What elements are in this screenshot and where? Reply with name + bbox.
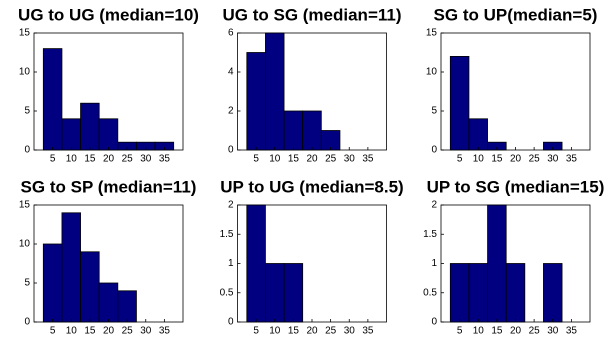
y-tick-label: 2 xyxy=(431,200,437,211)
x-tick-label: 25 xyxy=(122,154,134,165)
chart-title: UP to SG (median=15) xyxy=(427,177,605,196)
y-tick-label: 0 xyxy=(228,317,234,328)
x-tick-label: 20 xyxy=(103,154,115,165)
x-tick-label: 5 xyxy=(50,326,56,337)
y-tick-label: 15 xyxy=(19,28,31,39)
x-tick-label: 30 xyxy=(140,154,152,165)
bar xyxy=(265,263,285,323)
y-tick-label: 4 xyxy=(228,67,234,78)
y-tick-label: 6 xyxy=(228,28,234,39)
bar xyxy=(283,263,304,323)
bar xyxy=(80,102,100,151)
x-tick-label: 15 xyxy=(288,154,300,165)
y-tick-label: 15 xyxy=(19,200,31,211)
x-tick-label: 20 xyxy=(306,154,318,165)
x-tick-label: 20 xyxy=(103,326,115,337)
x-tick-label: 20 xyxy=(510,154,522,165)
bar xyxy=(117,290,137,323)
chart-title: UG to SG (median=11) xyxy=(222,5,401,24)
bar xyxy=(98,118,119,151)
y-tick-label: 2 xyxy=(228,200,234,211)
bar xyxy=(302,110,322,151)
y-tick-label: 2 xyxy=(228,106,234,117)
y-tick-label: 10 xyxy=(19,239,31,250)
y-tick-label: 5 xyxy=(24,278,30,289)
x-tick-label: 25 xyxy=(122,326,134,337)
y-tick-label: 5 xyxy=(24,106,30,117)
chart-title: UP to UG (median=8.5) xyxy=(220,177,403,196)
x-tick-label: 10 xyxy=(66,326,78,337)
y-tick-label: 10 xyxy=(19,67,31,78)
y-tick-label: 1 xyxy=(431,258,437,269)
x-tick-label: 15 xyxy=(491,326,503,337)
bar xyxy=(42,48,63,151)
chart-title: UG to UG (median=10) xyxy=(18,5,199,24)
y-tick-label: 0.5 xyxy=(423,287,437,298)
bar xyxy=(543,263,563,323)
x-tick-label: 35 xyxy=(362,326,374,337)
x-tick-label: 20 xyxy=(306,326,318,337)
y-tick-label: 0 xyxy=(24,317,30,328)
y-tick-label: 0 xyxy=(228,145,234,156)
y-tick-label: 0.5 xyxy=(220,287,234,298)
bar xyxy=(487,204,507,323)
y-tick-label: 1.5 xyxy=(220,229,234,240)
bar xyxy=(449,56,470,151)
x-tick-label: 25 xyxy=(529,154,541,165)
x-tick-label: 10 xyxy=(66,154,78,165)
x-tick-label: 10 xyxy=(269,326,281,337)
x-tick-label: 15 xyxy=(491,154,503,165)
x-tick-label: 5 xyxy=(50,154,56,165)
x-tick-label: 35 xyxy=(566,154,578,165)
bar xyxy=(246,204,266,323)
bar xyxy=(283,110,304,151)
x-tick-label: 5 xyxy=(457,326,463,337)
x-tick-label: 5 xyxy=(253,326,259,337)
bar xyxy=(246,52,266,151)
x-tick-label: 30 xyxy=(140,326,152,337)
y-tick-label: 5 xyxy=(431,106,437,117)
x-tick-label: 25 xyxy=(529,326,541,337)
y-tick-label: 10 xyxy=(426,67,438,78)
bar xyxy=(61,212,81,323)
bar xyxy=(468,118,488,151)
x-tick-label: 35 xyxy=(159,326,171,337)
x-tick-label: 25 xyxy=(325,154,337,165)
x-tick-label: 35 xyxy=(362,154,374,165)
x-tick-label: 10 xyxy=(473,326,485,337)
bar xyxy=(42,243,63,323)
x-tick-label: 20 xyxy=(510,326,522,337)
x-tick-label: 10 xyxy=(269,154,281,165)
x-tick-label: 15 xyxy=(84,326,96,337)
x-tick-label: 30 xyxy=(547,326,559,337)
y-tick-label: 0 xyxy=(431,317,437,328)
bar xyxy=(505,263,526,323)
x-tick-label: 5 xyxy=(253,154,259,165)
y-tick-label: 15 xyxy=(426,28,438,39)
x-tick-label: 15 xyxy=(84,154,96,165)
bar xyxy=(449,263,470,323)
x-tick-label: 35 xyxy=(159,154,171,165)
x-tick-label: 15 xyxy=(288,326,300,337)
x-tick-label: 25 xyxy=(325,326,337,337)
chart-title: SG to UP(median=5) xyxy=(434,5,598,24)
chart-title: SG to SP (median=11) xyxy=(21,177,197,196)
x-tick-label: 30 xyxy=(344,154,356,165)
bar xyxy=(468,263,488,323)
bar xyxy=(265,32,285,151)
x-tick-label: 5 xyxy=(457,154,463,165)
y-tick-label: 0 xyxy=(431,145,437,156)
x-tick-label: 35 xyxy=(566,326,578,337)
x-tick-label: 10 xyxy=(473,154,485,165)
y-tick-label: 1.5 xyxy=(423,229,437,240)
bar xyxy=(61,118,81,151)
x-tick-label: 30 xyxy=(547,154,559,165)
bar xyxy=(80,251,100,323)
y-tick-label: 0 xyxy=(24,145,30,156)
bar xyxy=(98,282,119,323)
x-tick-label: 30 xyxy=(344,326,356,337)
y-tick-label: 1 xyxy=(228,258,234,269)
